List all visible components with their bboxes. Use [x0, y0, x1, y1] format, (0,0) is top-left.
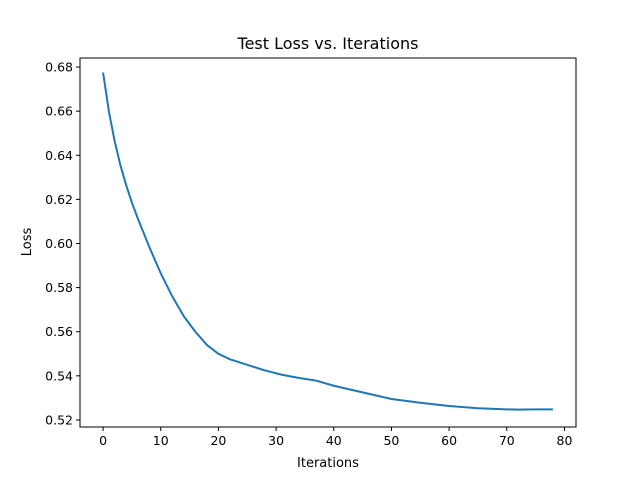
x-tick-label: 60 [441, 433, 457, 448]
x-tick-label: 40 [326, 433, 342, 448]
x-tick-label: 80 [557, 433, 573, 448]
loss-series-line-0 [102, 72, 553, 411]
x-tick-label: 70 [499, 433, 515, 448]
y-axis: 0.52 0.54 0.56 0.58 0.60 0.62 0.64 0.66 0.68 [45, 60, 80, 427]
y-tick-label: 0.54 [45, 368, 73, 383]
y-axis-label: Loss [20, 228, 35, 257]
plot-frame [79, 57, 577, 428]
y-tick-label: 0.58 [45, 280, 73, 295]
x-tick-label: 0 [99, 433, 107, 448]
x-tick-label: 20 [210, 433, 226, 448]
x-tick-label: 50 [383, 433, 399, 448]
y-tick-label: 0.68 [45, 60, 73, 75]
x-tick-label: 30 [268, 433, 284, 448]
plot-area [102, 72, 553, 411]
chart-title: Test Loss vs. Iterations [237, 34, 419, 53]
y-tick-label: 0.62 [45, 192, 73, 207]
y-tick-label: 0.64 [45, 148, 73, 163]
y-tick-label: 0.56 [45, 324, 73, 339]
x-tick-label: 10 [153, 433, 169, 448]
y-tick-label: 0.60 [45, 236, 73, 251]
x-axis-label: Iterations [297, 456, 359, 471]
y-tick-label: 0.52 [45, 412, 73, 427]
y-tick-label: 0.66 [45, 104, 73, 119]
x-axis: 0 10 20 30 40 50 60 70 80 [99, 427, 572, 448]
